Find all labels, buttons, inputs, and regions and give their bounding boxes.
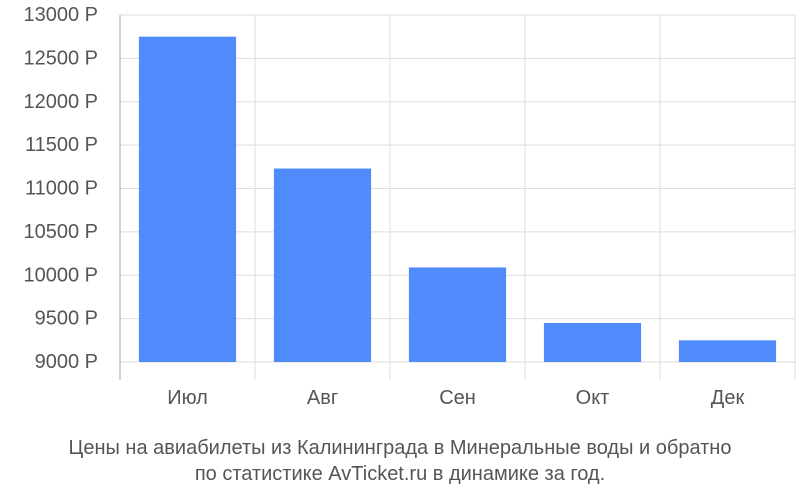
bar-Сен <box>408 267 507 362</box>
x-tick-label: Сен <box>439 387 476 409</box>
bar-Окт <box>543 322 642 362</box>
x-tick-label: Окт <box>576 387 610 409</box>
chart-caption-line-2: по статистике AvTicket.ru в динамике за … <box>194 463 606 485</box>
y-tick-label: 10000 Р <box>23 264 98 286</box>
x-tick-label: Авг <box>307 387 338 409</box>
x-tick-label: Дек <box>711 387 745 409</box>
bar-Дек <box>678 340 777 362</box>
bar-Июл <box>138 36 237 362</box>
bars <box>138 36 777 362</box>
y-tick-label: 12500 Р <box>23 47 98 69</box>
bar-Авг <box>273 168 372 362</box>
chart-caption-line-1: Цены на авиабилеты из Калининграда в Мин… <box>68 437 732 459</box>
bar-chart: 9000 Р 9500 Р 10000 Р 10500 Р 11000 Р 11500 Р… <box>23 4 796 409</box>
y-tick-label: 11500 Р <box>25 134 98 156</box>
y-tick-labels: 9000 Р 9500 Р 10000 Р 10500 Р 11000 Р 11500 Р… <box>23 4 98 373</box>
y-tick-label: 11000 Р <box>25 178 98 200</box>
y-tick-label: 13000 Р <box>23 4 98 26</box>
y-tick-label: 10500 Р <box>23 221 98 243</box>
y-tick-label: 9500 Р <box>35 308 98 330</box>
y-tick-label: 9000 Р <box>35 351 98 373</box>
x-tick-label: Июл <box>167 387 208 409</box>
x-tick-labels: Июл Авг Сен Окт Дек <box>167 387 744 409</box>
y-tick-label: 12000 Р <box>23 91 98 113</box>
